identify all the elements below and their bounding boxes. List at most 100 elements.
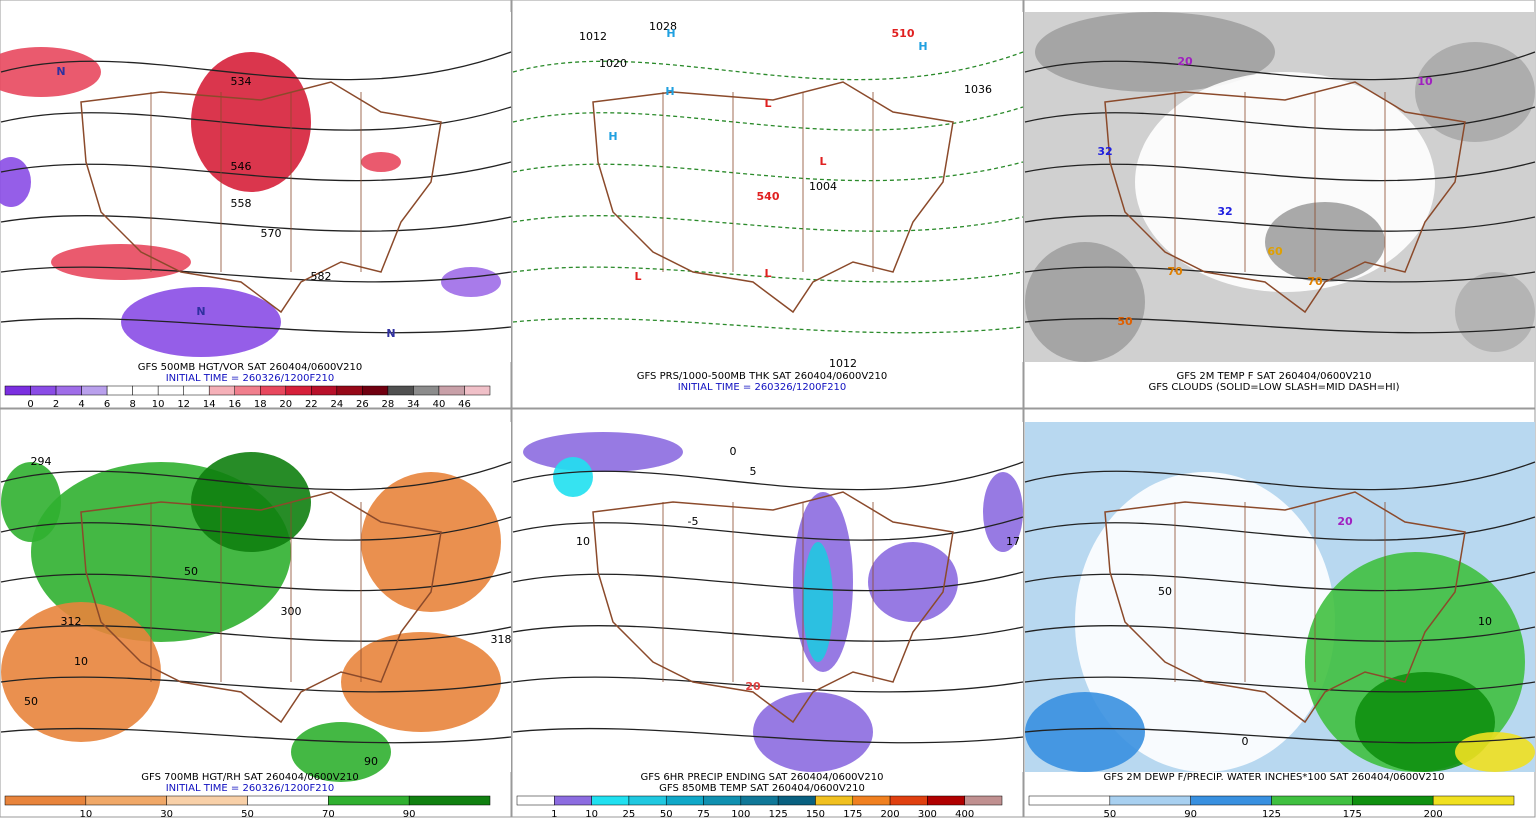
- contour: [0, 727, 512, 744]
- map-label: 318: [491, 633, 512, 646]
- map-label: 32: [1217, 205, 1232, 218]
- caption: GFS 6HR PRECIP ENDING SAT 260404/0600V21…: [641, 772, 884, 783]
- map-label: 540: [757, 190, 780, 203]
- colorbar-label: 200: [1424, 809, 1443, 819]
- colorbar-swatch: [703, 795, 742, 806]
- panel: 294 50 312 10 50 300 318 90 GFS 700MB HGT/RH SAT…: [0, 408, 512, 819]
- map-label: 32: [1097, 145, 1112, 158]
- map-label: 50: [1158, 585, 1172, 598]
- map-label: H: [918, 40, 927, 53]
- colorbar-swatch: [183, 385, 210, 396]
- contour: [0, 317, 512, 334]
- colorbar-swatch: [628, 795, 667, 806]
- colorbar-swatch: [81, 385, 108, 396]
- colorbar-swatch: [387, 385, 414, 396]
- map-label: 20: [1337, 515, 1353, 528]
- colorbar-label: 150: [806, 809, 825, 819]
- contour: [512, 571, 1024, 592]
- colorbar-label: 70: [322, 809, 335, 819]
- map-label: 1004: [809, 180, 837, 193]
- colorbar-swatch: [30, 385, 57, 396]
- caption: GFS CLOUDS (SOLID=LOW SLASH=MID DASH=HI): [1148, 382, 1399, 393]
- colorbar-swatch: [889, 795, 928, 806]
- colorbar-label: 300: [918, 809, 937, 819]
- colorbar-label: 125: [769, 809, 788, 819]
- contour: [0, 161, 512, 182]
- map-label: H: [608, 130, 617, 143]
- colorbar-label: 26: [356, 399, 369, 410]
- colorbar-label: 10: [152, 399, 165, 410]
- colorbar-label: 4: [78, 399, 84, 410]
- map-label: 90: [364, 755, 378, 768]
- map-label: N: [196, 305, 205, 318]
- contour: [1024, 461, 1536, 491]
- colorbar-label: 10: [79, 809, 92, 819]
- contour: [0, 516, 512, 541]
- colorbar-label: 25: [623, 809, 636, 819]
- contour: [0, 571, 512, 592]
- field-area: [361, 472, 501, 612]
- map-label: 570: [261, 227, 282, 240]
- contour: [512, 266, 1024, 283]
- contour: [512, 516, 1024, 541]
- field-area: [1075, 472, 1335, 772]
- colorbar-label: 90: [1184, 809, 1197, 819]
- map-label: 1012: [829, 357, 857, 370]
- contour: [512, 317, 1024, 334]
- colorbar-swatch: [591, 795, 630, 806]
- caption: GFS 2M TEMP F SAT 260404/0600V210: [1176, 371, 1371, 382]
- field-area: [1035, 12, 1275, 92]
- field-area: [753, 692, 873, 772]
- colorbar-label: 90: [403, 809, 416, 819]
- colorbar-label: 0: [27, 399, 33, 410]
- colorbar-swatch: [1109, 795, 1191, 806]
- colorbar-label: 2: [53, 399, 59, 410]
- colorbar-swatch: [815, 795, 854, 806]
- contour: [1024, 516, 1536, 541]
- map-label: 1012: [579, 30, 607, 43]
- field-area: [1, 602, 161, 742]
- colorbar-swatch: [336, 385, 363, 396]
- colorbar-label: 22: [305, 399, 318, 410]
- colorbar-label: 6: [104, 399, 110, 410]
- map-label: 10: [74, 655, 88, 668]
- map-label: 60: [1267, 245, 1283, 258]
- map: 20 32 32 60 70 50 10 70: [1024, 12, 1536, 362]
- colorbar-label: 34: [407, 399, 420, 410]
- colorbar-swatch: [4, 795, 87, 806]
- colorbar-label: 28: [382, 399, 395, 410]
- field-area: [291, 722, 391, 782]
- contour: [1024, 571, 1536, 592]
- colorbar-swatch: [247, 795, 329, 806]
- map-label: 10: [1478, 615, 1492, 628]
- colorbar-swatch: [964, 795, 1003, 806]
- map-label: 0: [1242, 735, 1249, 748]
- map-label: 70: [1167, 265, 1183, 278]
- colorbar-label: 40: [433, 399, 446, 410]
- contour: [0, 215, 512, 232]
- contour: [512, 727, 1024, 744]
- field-area: [441, 267, 501, 297]
- colorbar-swatch: [413, 385, 440, 396]
- colorbar-swatch: [777, 795, 816, 806]
- colorbar-label: 10: [585, 809, 598, 819]
- colorbar-label: 100: [731, 809, 750, 819]
- map-label: 10: [576, 535, 590, 548]
- caption: INITIAL TIME = 260326/1200F210: [678, 382, 847, 393]
- field-area: [1455, 272, 1535, 352]
- field-area: [1415, 42, 1535, 142]
- contour: [512, 215, 1024, 232]
- caption: GFS PRS/1000-500MB THK SAT 260404/0600V2…: [637, 371, 888, 382]
- map-label: 17: [1006, 535, 1020, 548]
- colorbar-label: 200: [881, 809, 900, 819]
- colorbar-label: 20: [279, 399, 292, 410]
- map-label: L: [634, 270, 641, 283]
- caption: GFS 700MB HGT/RH SAT 260404/0600V210: [141, 772, 358, 783]
- map-label: 50: [184, 565, 198, 578]
- map-label: 50: [24, 695, 38, 708]
- map-label: 534: [231, 75, 252, 88]
- colorbar-label: 18: [254, 399, 267, 410]
- colorbar-label: 175: [1343, 809, 1362, 819]
